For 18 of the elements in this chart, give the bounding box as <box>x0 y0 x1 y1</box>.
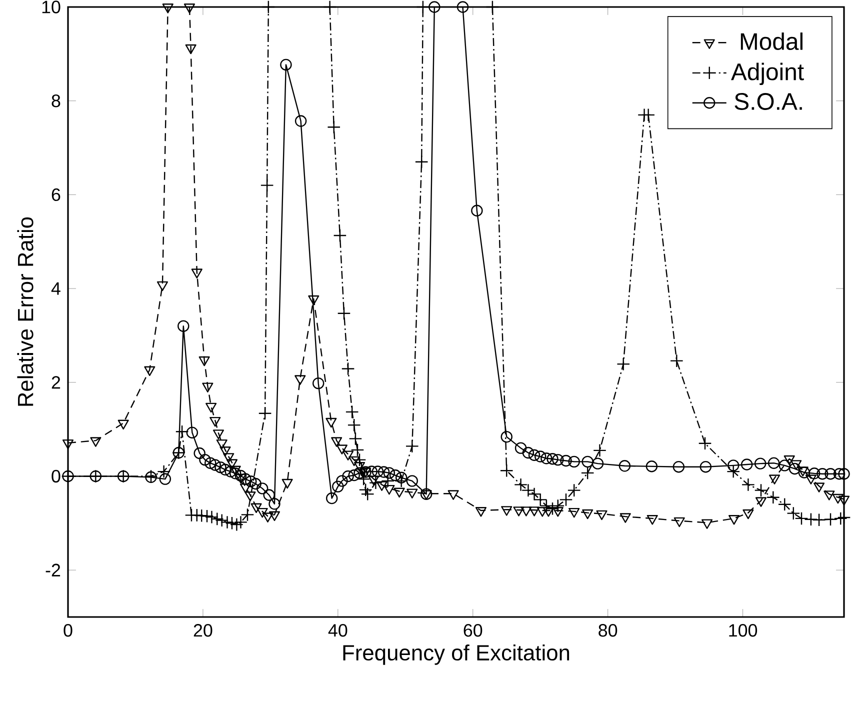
x-tick-label: 80 <box>598 624 618 637</box>
legend-label: Adjoint <box>730 62 804 86</box>
y-tick-label: 10 <box>42 0 60 14</box>
y-tick-label: 4 <box>51 282 60 295</box>
y-tick-label: 0 <box>52 470 60 483</box>
x-axis-title: Frequency of Excitation <box>343 644 570 665</box>
y-axis-title: Relative Error Ratio <box>17 217 34 406</box>
x-tick-label: 0 <box>64 624 72 637</box>
legend-label: Modal <box>740 32 802 50</box>
legend-label: S.O.A. <box>734 93 802 110</box>
y-tick-label: 6 <box>52 188 60 202</box>
x-tick-label: 60 <box>464 624 482 637</box>
x-tick-label: 40 <box>328 624 348 637</box>
x-tick-label: 20 <box>194 624 212 637</box>
x-tick-label: 100 <box>729 624 758 637</box>
y-tick-label: 8 <box>52 94 60 108</box>
y-tick-label: -2 <box>46 564 60 576</box>
y-tick-label: 2 <box>52 376 60 389</box>
